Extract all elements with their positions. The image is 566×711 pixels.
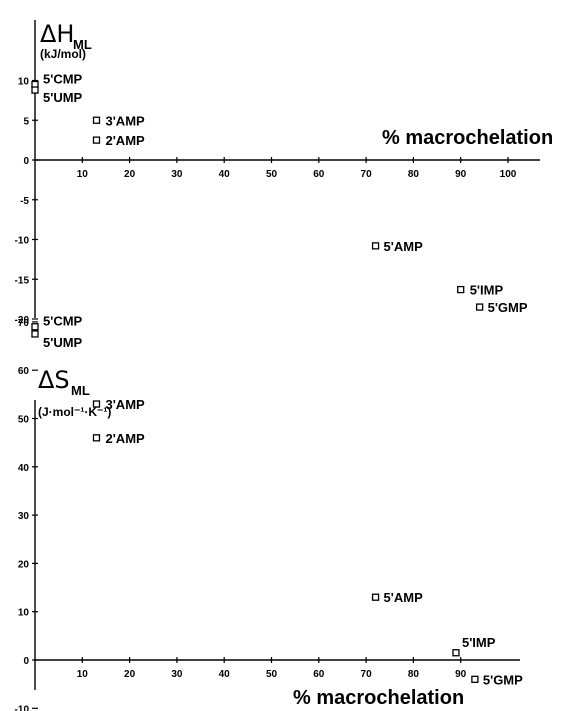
data-point-label: 3'AMP: [105, 113, 145, 128]
x-tick-label: 40: [219, 669, 231, 680]
data-point: [471, 675, 479, 683]
x-tick-label: 60: [313, 169, 325, 180]
x-tick-label: 10: [77, 669, 89, 680]
x-tick-label: 40: [219, 169, 231, 180]
data-point: [92, 400, 101, 408]
x-tick-label: 60: [313, 669, 325, 680]
y-axis-title-symbol: ΔS: [38, 366, 70, 394]
y-axis-title-subscript: ML: [71, 383, 90, 398]
y-tick-label: 0: [23, 156, 29, 167]
data-point: [371, 593, 380, 601]
enthalpy-panel: 10 20 30 40 50 60 70 80 90 1001050-5-10-15-20ΔHML…: [15, 20, 553, 326]
x-tick-label: 30: [171, 669, 183, 680]
y-tick-label: 10: [18, 608, 30, 619]
x-tick-label: 80: [408, 169, 420, 180]
data-point-label: 5'IMP: [462, 635, 496, 650]
y-tick-label: 5: [23, 116, 29, 127]
x-tick-label: 50: [266, 669, 278, 680]
data-point: [371, 242, 380, 250]
data-point: [92, 434, 101, 442]
y-tick-label: -10: [15, 704, 30, 711]
data-point: [31, 330, 39, 338]
data-point-label: 5'GMP: [483, 672, 523, 687]
y-tick-label: 10: [18, 77, 30, 88]
x-tick-label: 100: [500, 169, 517, 180]
x-tick-label: 90: [455, 669, 467, 680]
y-tick-label: -10: [15, 236, 30, 247]
data-point: [475, 303, 484, 311]
y-tick-label: 20: [18, 559, 30, 570]
data-point-label: 5'UMP: [43, 90, 83, 105]
data-point-label: 5'GMP: [488, 300, 528, 315]
data-point-label: 2'AMP: [105, 431, 145, 446]
y-axis-title-symbol: ΔH: [40, 20, 74, 48]
data-point-label: 2'AMP: [105, 133, 145, 148]
data-point-label: 5'CMP: [43, 71, 83, 86]
data-point: [457, 285, 465, 294]
data-point-label: 5'AMP: [384, 590, 424, 605]
data-point: [452, 649, 460, 657]
y-tick-label: 60: [18, 366, 30, 377]
y-axis-unit: (kJ/mol): [40, 47, 86, 61]
x-tick-label: 10: [77, 169, 89, 180]
x-tick-label: 90: [455, 169, 467, 180]
y-tick-label: -20: [15, 315, 30, 326]
x-tick-label: 30: [171, 169, 183, 180]
x-tick-label: 20: [124, 169, 136, 180]
data-point: [92, 136, 101, 144]
data-point-label: 5'IMP: [470, 283, 504, 298]
y-tick-label: -15: [15, 275, 30, 286]
y-tick-label: 50: [18, 415, 30, 426]
y-tick-label: 40: [18, 463, 30, 474]
data-point: [31, 323, 39, 331]
data-point: [31, 86, 39, 94]
x-tick-label: 50: [266, 169, 278, 180]
data-point-label: 5'CMP: [43, 314, 83, 329]
y-tick-label: 70: [18, 318, 30, 329]
y-axis-title-subscript: ML: [73, 37, 92, 52]
x-axis-title: % macrochelation: [382, 127, 553, 149]
data-point-label: 5'AMP: [384, 239, 424, 254]
x-tick-label: 70: [361, 169, 373, 180]
x-axis-title: % macrochelation: [293, 687, 464, 709]
data-point-label: 3'AMP: [105, 397, 145, 412]
x-tick-label: 20: [124, 669, 136, 680]
data-point: [92, 116, 101, 124]
x-tick-label: 70: [361, 669, 373, 680]
data-point-label: 5'UMP: [43, 335, 83, 350]
y-axis-unit: (J·mol⁻¹·K⁻¹): [38, 405, 111, 419]
y-tick-label: 0: [23, 656, 29, 667]
x-tick-label: 80: [408, 669, 420, 680]
entropy-panel: 10 20 30 40 50 60 70 80 90 70 60 50 40 30 20 10 0 -10 ΔS ML…: [15, 314, 524, 711]
y-tick-label: 30: [18, 511, 30, 522]
y-tick-label: -5: [20, 196, 29, 207]
